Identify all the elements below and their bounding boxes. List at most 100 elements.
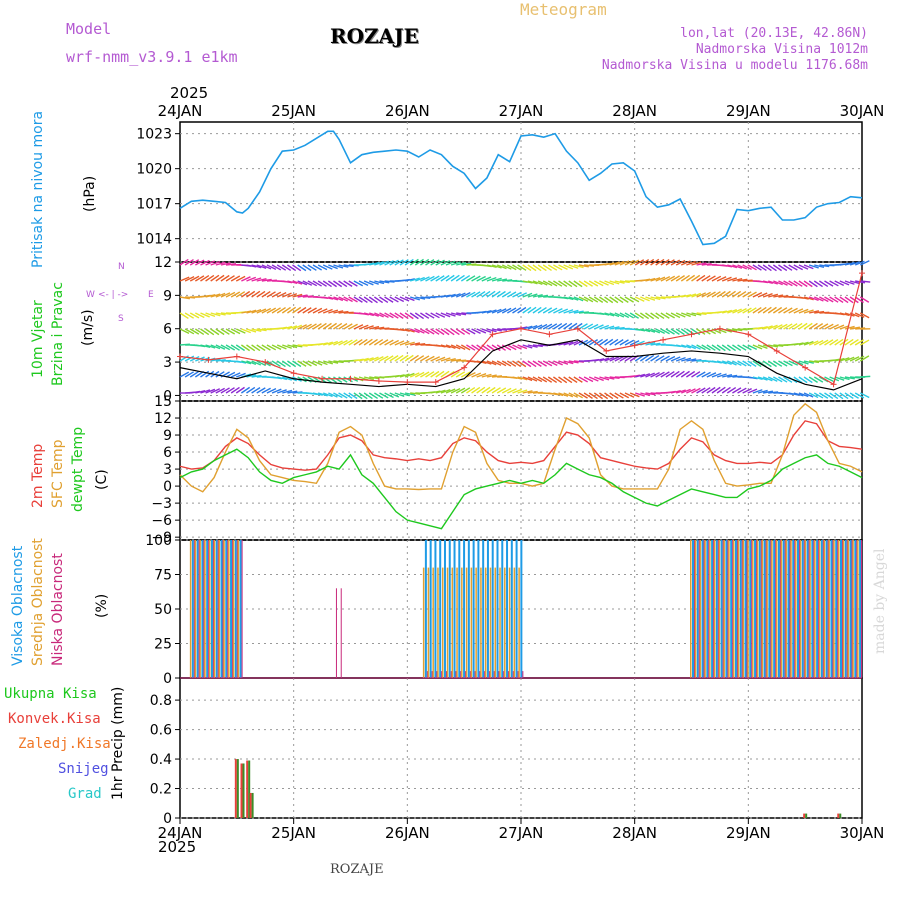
wind-arrow — [481, 328, 492, 333]
wind-arrow — [762, 306, 772, 314]
cloud-bar-high — [215, 540, 218, 678]
wind-arrow — [471, 291, 481, 298]
wind-arrow — [251, 290, 261, 298]
wind-arrow — [328, 392, 338, 398]
wind-arrow — [527, 390, 538, 394]
wind-arrow — [854, 260, 865, 266]
wind-arrow — [604, 356, 615, 362]
wind-arrow — [476, 373, 487, 378]
wind-arrow — [271, 388, 282, 394]
wind-arrow — [251, 308, 262, 314]
wind-arrow — [650, 342, 661, 346]
wind-arrow — [287, 306, 297, 314]
cloud-bar-low — [841, 540, 843, 678]
wind-arrow — [742, 291, 752, 298]
panel-frame-pressure — [179, 121, 863, 263]
wind-arrow — [757, 389, 768, 394]
wind-arrow — [282, 325, 293, 330]
wind-arrow — [179, 258, 189, 266]
wind-arrow — [399, 328, 410, 332]
cloud-bar-high — [225, 540, 228, 678]
wind-arrow — [414, 371, 425, 378]
cloud-bar-mid — [223, 540, 225, 678]
wind-arrow — [384, 260, 394, 266]
wind-arrow — [686, 312, 697, 317]
wind-arrow — [328, 264, 338, 270]
wind-arrow — [466, 291, 476, 298]
wind-arrow — [517, 360, 527, 368]
wind-arrow — [839, 296, 849, 304]
y-tick-label: 0.8 — [150, 693, 172, 709]
wind-arrow — [547, 264, 558, 271]
wind-arrow — [778, 280, 788, 286]
wind-arrow — [604, 296, 614, 304]
wind-arrow — [497, 328, 508, 331]
wind-arrow — [220, 387, 230, 394]
wind-arrow — [604, 312, 615, 317]
wind-arrow — [312, 360, 323, 366]
cloud-bar-mid — [218, 540, 221, 678]
wind-arrow — [343, 296, 353, 303]
wind-arrow — [302, 295, 313, 298]
wind-arrow — [696, 292, 707, 298]
wind-arrow — [338, 376, 348, 383]
wind-arrow — [767, 264, 777, 272]
wind-arrow — [824, 323, 834, 330]
wind-arrow — [604, 338, 614, 346]
wind-arrow — [430, 390, 441, 394]
wind-arrow — [767, 376, 778, 382]
wind-arrow — [456, 261, 467, 266]
wind-arrow — [604, 262, 615, 266]
wind-arrow — [665, 312, 675, 319]
wind-arrow — [522, 325, 533, 330]
wind-arrow — [813, 376, 824, 383]
wind-arrow — [675, 328, 685, 336]
wind-arrow — [813, 280, 823, 288]
wind-arrow — [379, 392, 389, 399]
wind-arrow — [655, 343, 666, 346]
wind-arrow — [287, 360, 297, 368]
cloud-bar-mid — [742, 540, 745, 678]
wind-arrow — [768, 280, 778, 285]
wind-arrow — [460, 328, 471, 335]
wind-arrow — [803, 376, 813, 384]
wind-arrow — [645, 312, 655, 320]
cloud-bar-mid — [771, 540, 773, 678]
wind-arrow — [261, 307, 272, 314]
wind-arrow — [210, 344, 221, 350]
wind-arrow — [430, 370, 440, 378]
wind-arrow — [650, 296, 661, 301]
cloud-bar-low — [822, 540, 824, 678]
cloud-bar-low — [241, 540, 243, 678]
wind-arrow — [271, 344, 282, 350]
wind-arrow — [854, 392, 865, 399]
wind-arrow — [798, 280, 808, 288]
wind-arrow — [609, 356, 620, 362]
wind-arrow — [716, 310, 728, 314]
wind-arrow — [307, 323, 317, 330]
wind-arrow — [803, 392, 814, 398]
wind-arrow — [773, 324, 783, 330]
wind-arrow — [486, 290, 496, 298]
wind-arrow — [768, 344, 779, 348]
cloud-bar-high — [692, 540, 694, 678]
wind-arrow — [404, 354, 414, 362]
time-label-bottom: 25JAN — [271, 824, 316, 842]
wind-arrow — [767, 306, 777, 314]
cloud-bar-high — [239, 540, 242, 678]
wind-arrow — [220, 274, 230, 282]
wind-arrow — [189, 312, 200, 319]
cloud-bar-mid — [470, 567, 473, 678]
wind-arrow — [225, 387, 235, 394]
wind-arrow — [343, 264, 354, 268]
wind-arrow — [778, 295, 789, 298]
wind-arrow — [363, 338, 373, 346]
y-tick-label: 0 — [163, 671, 172, 687]
wind-arrow — [246, 328, 257, 333]
cloud-bar-low — [851, 540, 853, 678]
wind-arrow — [547, 307, 558, 314]
wind-arrow — [507, 388, 517, 394]
wind-arrow — [650, 258, 660, 266]
wind-arrow — [645, 296, 656, 301]
wind-arrow — [639, 258, 650, 266]
